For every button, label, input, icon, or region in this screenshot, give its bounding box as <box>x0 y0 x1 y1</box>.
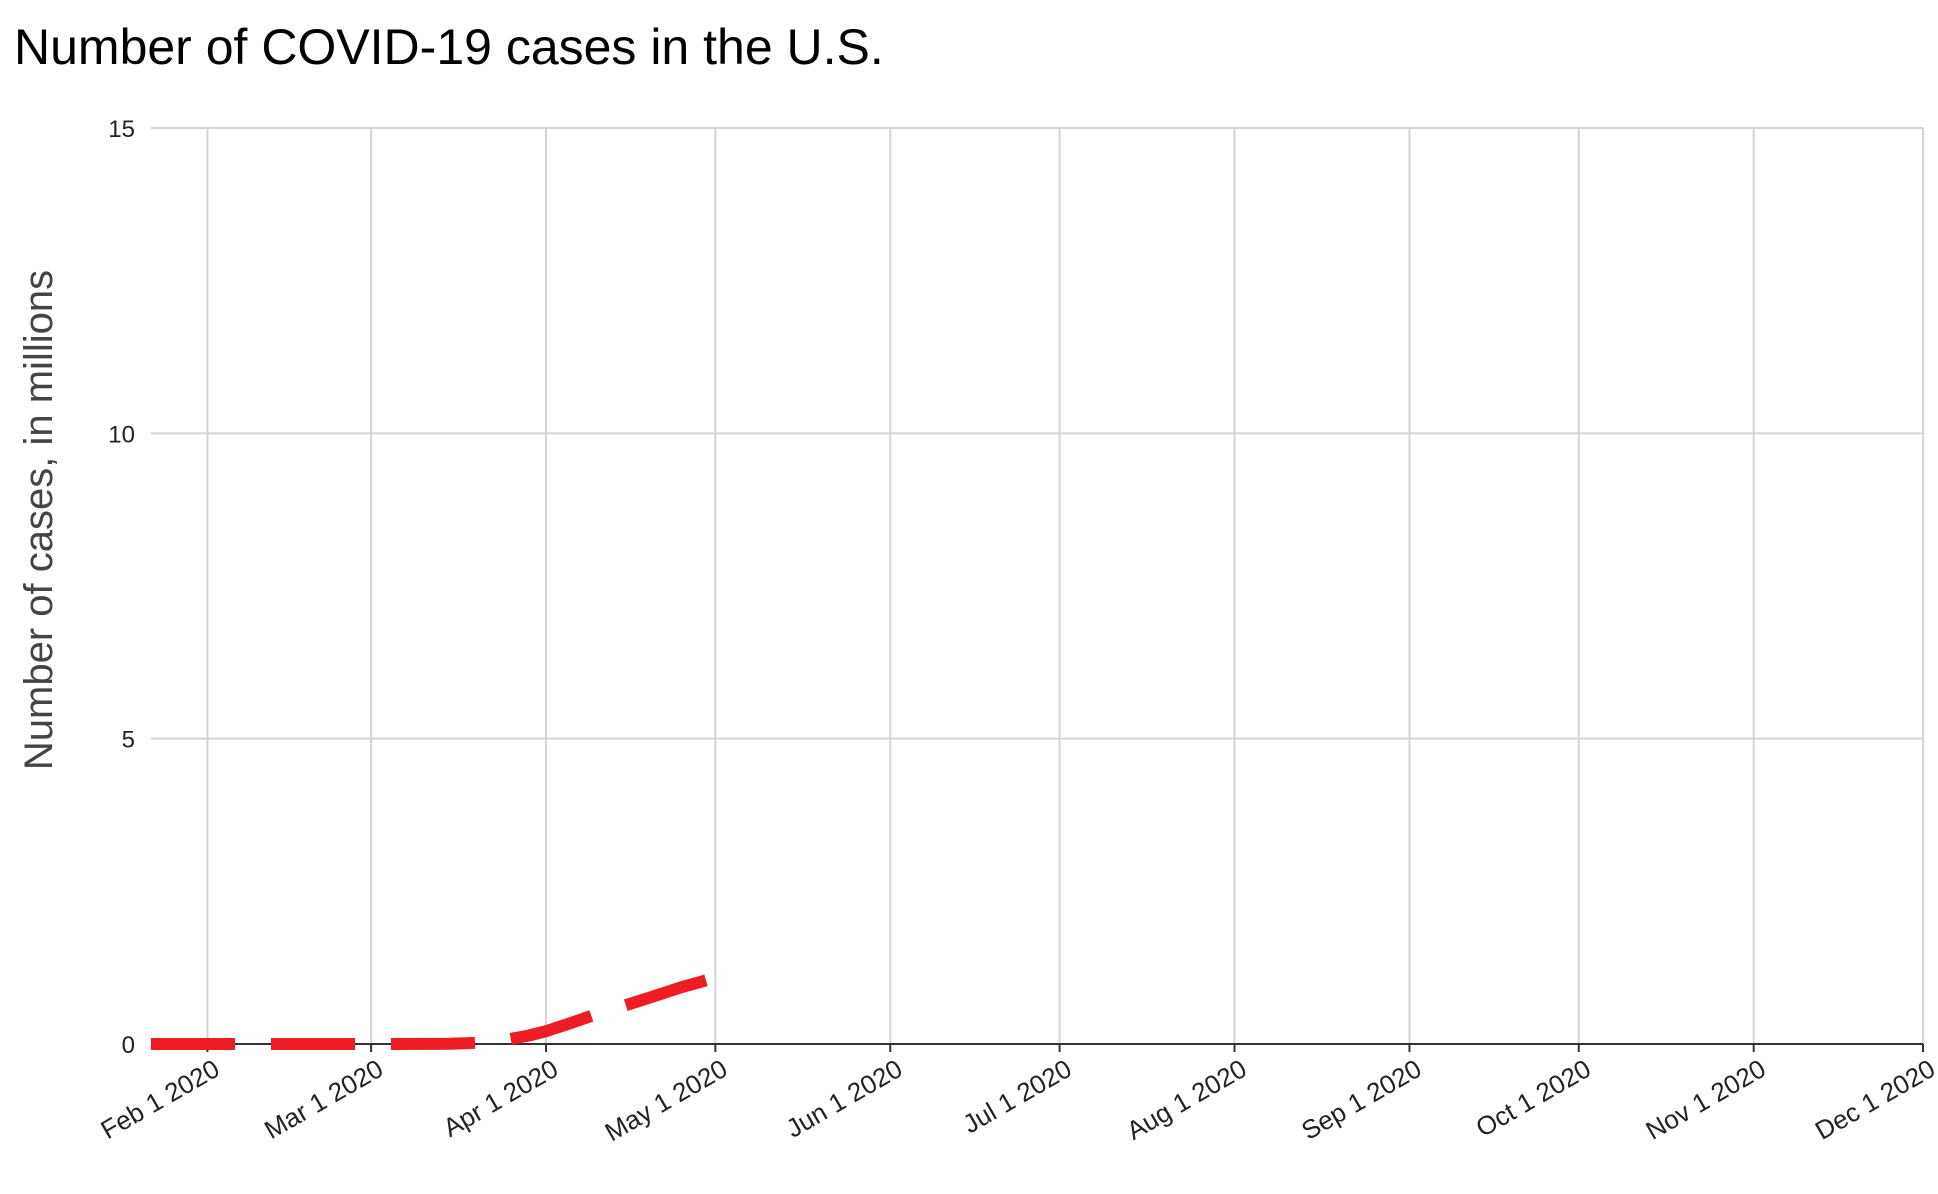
x-tick-label: Jun 1 2020 <box>781 1053 907 1143</box>
y-axis-ticks: 0 5 10 15 <box>108 116 135 1059</box>
x-tick-label: Mar 1 2020 <box>259 1053 388 1145</box>
x-axis-ticks: Feb 1 2020 Mar 1 2020 Apr 1 2020 May 1 2020… <box>95 1053 1938 1147</box>
y-tick-label: 0 <box>122 1032 135 1059</box>
x-tick-label: May 1 2020 <box>600 1053 733 1147</box>
x-tick-label: Oct 1 2020 <box>1471 1053 1596 1143</box>
horizontal-gridlines <box>151 127 1923 740</box>
series-layer <box>151 973 712 1050</box>
x-tick-label: Feb 1 2020 <box>95 1053 224 1145</box>
x-tick-label: Sep 1 2020 <box>1296 1053 1426 1145</box>
y-axis-title: Number of cases, in millions <box>17 270 61 770</box>
chart-title: Number of COVID-19 cases in the U.S. <box>14 19 884 75</box>
x-tick-label: Jul 1 2020 <box>958 1053 1077 1139</box>
x-tick-label: Dec 1 2020 <box>1810 1053 1938 1145</box>
x-tick-label: Apr 1 2020 <box>438 1053 563 1143</box>
y-tick-label: 15 <box>108 116 135 143</box>
vertical-gridlines <box>206 128 1924 1044</box>
y-tick-label: 5 <box>122 727 135 754</box>
y-tick-label: 10 <box>108 421 135 448</box>
x-tick-label: Aug 1 2020 <box>1121 1053 1251 1145</box>
x-tick-label: Nov 1 2020 <box>1641 1053 1771 1145</box>
series-line <box>151 973 712 1050</box>
